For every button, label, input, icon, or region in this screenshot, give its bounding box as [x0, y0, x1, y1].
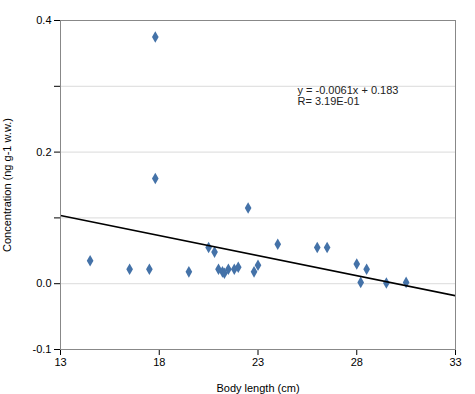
svg-text:28: 28	[351, 356, 363, 368]
svg-text:18: 18	[153, 356, 165, 368]
svg-text:23: 23	[252, 356, 264, 368]
svg-text:13: 13	[54, 356, 66, 368]
svg-text:Concentration (ng g-1 w.w.): Concentration (ng g-1 w.w.)	[1, 118, 13, 252]
svg-text:Body length (cm): Body length (cm)	[216, 382, 299, 394]
svg-text:y = -0.0061x + 0.183R= 3.19E-0: y = -0.0061x + 0.183R= 3.19E-01	[298, 84, 399, 107]
svg-text:33: 33	[449, 356, 461, 368]
svg-text:0.0: 0.0	[36, 277, 51, 289]
svg-text:-0.1: -0.1	[33, 343, 52, 355]
svg-text:0.2: 0.2	[36, 146, 51, 158]
svg-text:0.4: 0.4	[36, 14, 51, 26]
